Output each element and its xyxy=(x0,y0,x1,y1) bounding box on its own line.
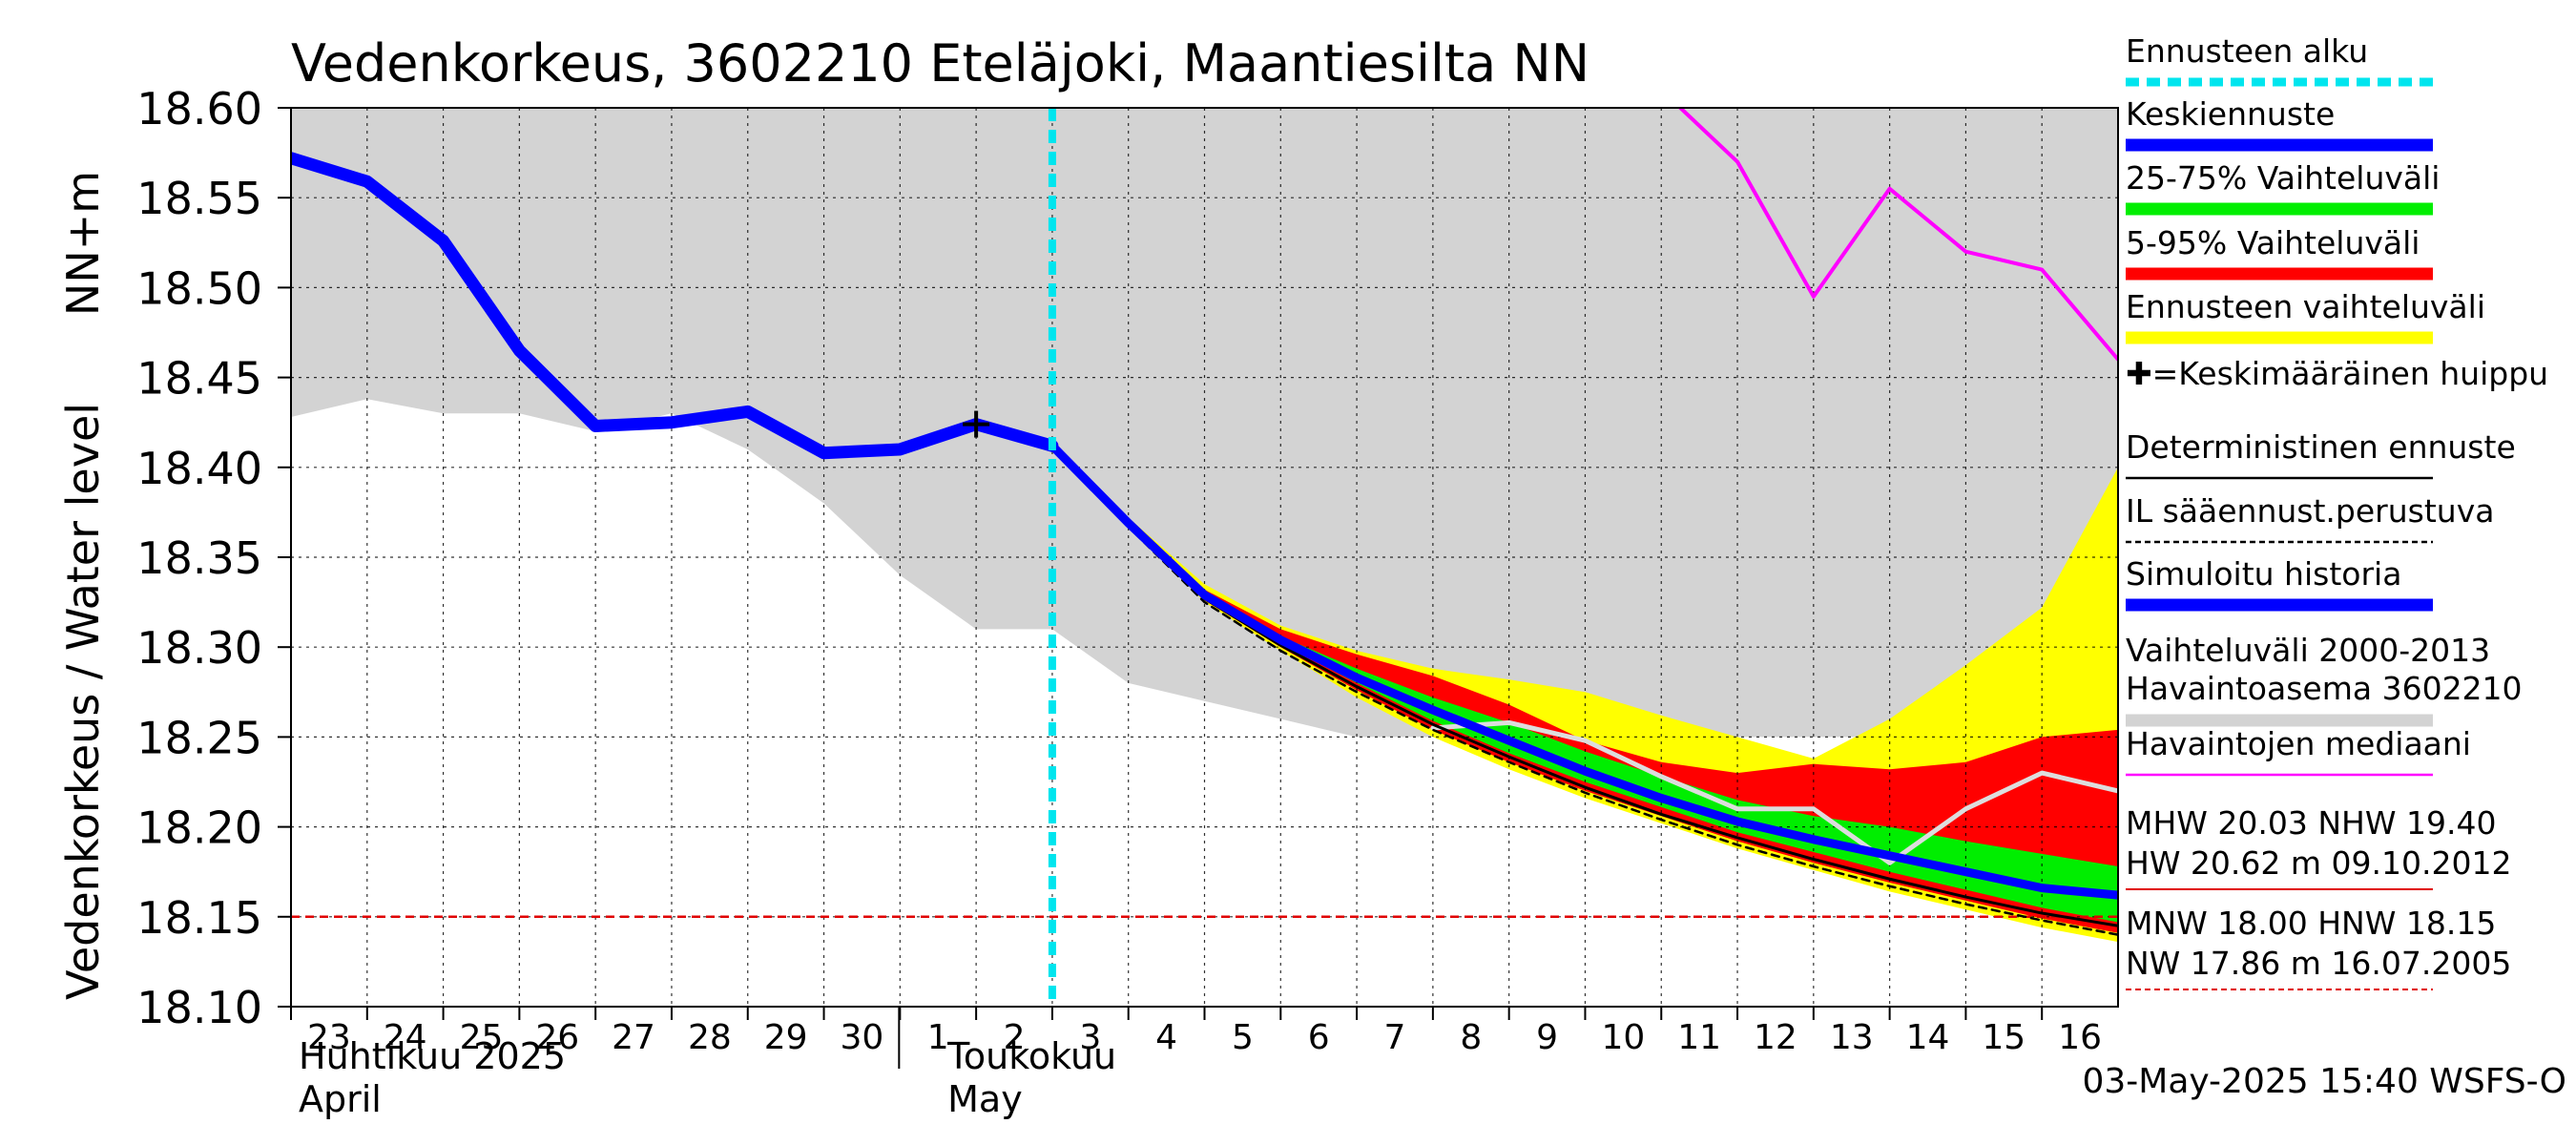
legend-item-keskimaarainen-huippu: ✚=Keskimääräinen huippu xyxy=(2126,355,2548,392)
series-simuloitu-historia xyxy=(291,152,1059,460)
legend-label: Deterministinen ennuste xyxy=(2126,428,2516,466)
stats-line2: NW 17.86 m 16.07.2005 xyxy=(2126,945,2511,982)
x-tick-label: 7 xyxy=(1384,1018,1406,1057)
x-tick-label: 13 xyxy=(1830,1018,1874,1057)
y-tick-label: 18.60 xyxy=(136,83,262,135)
legend-item-ennusteen-alku: Ennusteen alku xyxy=(2126,32,2433,87)
x-tick-label: 4 xyxy=(1155,1018,1177,1057)
x-tick-label: 10 xyxy=(1601,1018,1645,1057)
x-axis: 23 24 25 26 27 28 29 30 1 2 3 4 5 6 7 8 9 10 11 12 13 14 15 16H… xyxy=(290,1007,2102,1120)
y-axis-title: Vedenkorkeus / Water level NN+m xyxy=(57,171,109,1000)
chart-title: Vedenkorkeus, 3602210 Eteläjoki, Maantie… xyxy=(291,33,1589,94)
footer-timestamp: 03-May-2025 15:40 WSFS-O xyxy=(2082,1062,2566,1101)
band-25-75-vaihteluvali xyxy=(1051,446,2118,923)
y-tick-label: 18.25 xyxy=(136,712,262,763)
y-axis-label: Vedenkorkeus / Water level xyxy=(57,403,109,1000)
x-tick-label: 8 xyxy=(1460,1018,1482,1057)
x-tick-label: 25 xyxy=(460,1018,504,1057)
plot-area xyxy=(290,107,2119,1008)
y-tick-label: 18.55 xyxy=(136,173,262,224)
x-tick-label: 23 xyxy=(307,1018,351,1057)
x-tick-label: 15 xyxy=(1982,1018,2025,1057)
legend-item-simuloitu-historia: Simuloitu historia xyxy=(2126,555,2433,612)
legend-label: IL sääennust.perustuva xyxy=(2126,492,2494,530)
month-label-en: April xyxy=(299,1078,382,1120)
series-keskiennuste xyxy=(1048,441,2118,900)
x-tick-label: 16 xyxy=(2058,1018,2102,1057)
x-tick-label: 2 xyxy=(1004,1018,1026,1057)
legend-label: Vaihteluväli 2000-2013 xyxy=(2126,632,2490,669)
x-tick-label: 1 xyxy=(927,1018,949,1057)
y-tick-label: 18.50 xyxy=(136,262,262,314)
x-tick-label: 28 xyxy=(688,1018,732,1057)
x-tick-label: 30 xyxy=(841,1018,884,1057)
stats-line1: MNW 18.00 HNW 18.15 xyxy=(2126,905,2496,942)
legend-label: Keskiennuste xyxy=(2126,95,2335,133)
legend-item-havaintojen-mediaani: Havaintojen mediaani xyxy=(2126,725,2471,777)
series-il-saaennust-perustuva xyxy=(1050,444,2118,936)
x-tick-label: 5 xyxy=(1232,1018,1254,1057)
stats-line1: MHW 20.03 NHW 19.40 xyxy=(2126,804,2496,842)
y-tick-label: 18.45 xyxy=(136,353,262,405)
legend-label: 25-75% Vaihteluväli xyxy=(2126,159,2440,197)
x-tick-label: 26 xyxy=(535,1018,579,1057)
y-axis-unit: NN+m xyxy=(57,171,109,316)
y-tick-label: 18.35 xyxy=(136,532,262,584)
month-label-fi: Toukokuu xyxy=(946,1035,1116,1077)
legend-item-keskiennuste: Keskiennuste xyxy=(2126,95,2433,152)
month-label-en: May xyxy=(947,1078,1023,1120)
y-tick-label: 18.20 xyxy=(136,802,262,854)
y-tick-label: 18.10 xyxy=(136,982,262,1033)
legend-label: 5-95% Vaihteluväli xyxy=(2126,224,2420,261)
legend-label: ✚=Keskimääräinen huippu xyxy=(2126,355,2548,392)
legend-item-vaihteluvali-2000-2013: Vaihteluväli 2000-2013 Havaintoasema 360… xyxy=(2126,632,2523,727)
legend: Ennusteen alku Keskiennuste 25-75% Vaihtel… xyxy=(2126,32,2548,990)
x-tick-label: 3 xyxy=(1079,1018,1101,1057)
stats-line2: HW 20.62 m 09.10.2012 xyxy=(2126,844,2511,882)
legend-item-5-95-vaihteluvali: 5-95% Vaihteluväli xyxy=(2126,224,2433,281)
x-tick-label: 11 xyxy=(1677,1018,1721,1057)
x-tick-label: 9 xyxy=(1536,1018,1558,1057)
y-axis: 18.10 18.15 18.20 18.25 18.30 18.35 18.40 18.45… xyxy=(136,83,291,1033)
x-tick-label: 14 xyxy=(1906,1018,1950,1057)
legend-item-ennusteen-vaihteluvali: Ennusteen vaihteluväli xyxy=(2126,288,2485,344)
legend-label: Havaintojen mediaani xyxy=(2126,725,2471,762)
x-tick-label: 27 xyxy=(612,1018,655,1057)
series-havaintojen-mediaani xyxy=(1677,108,2118,362)
x-tick-label: 29 xyxy=(764,1018,808,1057)
peak-marker xyxy=(963,410,990,438)
legend-item-il-saaennust-perustuva: IL sääennust.perustuva xyxy=(2126,492,2494,544)
series-havaintoasema-median-light xyxy=(1430,719,2118,865)
month-label-fi: Huhtikuu 2025 xyxy=(299,1035,566,1077)
y-tick-label: 18.40 xyxy=(136,443,262,494)
legend-label: Ennusteen alku xyxy=(2126,32,2368,70)
band-5-95-vaihteluvali xyxy=(1051,446,2118,933)
legend-label: Simuloitu historia xyxy=(2126,555,2401,593)
legend-item-25-75-vaihteluvali: 25-75% Vaihteluväli xyxy=(2126,159,2440,216)
x-tick-label: 6 xyxy=(1308,1018,1330,1057)
legend-item-deterministinen-ennuste: Deterministinen ennuste xyxy=(2126,428,2516,480)
x-tick-label: 12 xyxy=(1754,1018,1797,1057)
y-tick-label: 18.15 xyxy=(136,892,262,944)
legend-label-line2: Havaintoasema 3602210 xyxy=(2126,670,2523,707)
y-tick-label: 18.30 xyxy=(136,622,262,674)
x-tick-label: 24 xyxy=(384,1018,427,1057)
legend-label: Ennusteen vaihteluväli xyxy=(2126,288,2485,325)
